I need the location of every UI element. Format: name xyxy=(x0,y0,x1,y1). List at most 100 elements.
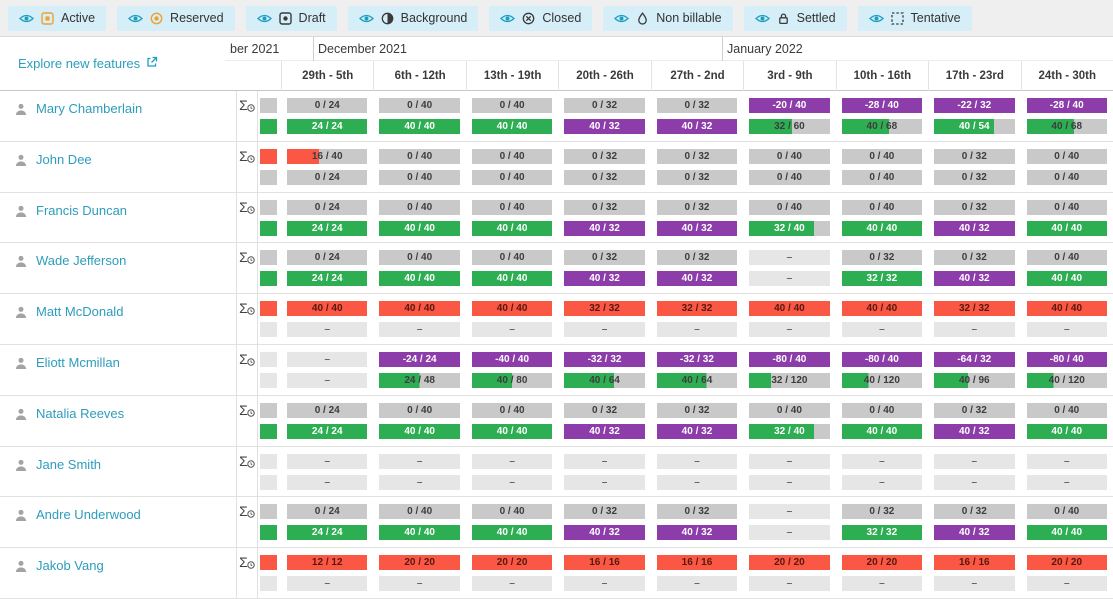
resource-name-link[interactable]: Jakob Vang xyxy=(36,558,104,574)
allocation-bar[interactable]: 32 / 32 xyxy=(656,301,738,317)
allocation-bar[interactable]: 16 / 16 xyxy=(564,555,645,571)
allocation-bar-clipped[interactable] xyxy=(260,474,277,490)
allocation-bar[interactable]: – xyxy=(1026,576,1107,592)
allocation-bar[interactable]: 32 / 32 xyxy=(841,525,923,541)
allocation-bar-clipped[interactable] xyxy=(260,148,277,164)
allocation-bar[interactable]: 0 / 32 xyxy=(934,402,1015,418)
allocation-bar[interactable]: – xyxy=(471,576,553,592)
allocation-bar[interactable]: – xyxy=(1026,322,1107,338)
allocation-bar[interactable]: 0 / 32 xyxy=(841,504,923,520)
allocation-bar[interactable]: 40 / 64 xyxy=(564,372,645,388)
allocation-bar-clipped[interactable] xyxy=(260,169,277,185)
allocation-bar[interactable]: 32 / 60 xyxy=(749,119,830,134)
allocation-bar[interactable]: 0 / 32 xyxy=(841,250,923,266)
allocation-bar[interactable]: 24 / 24 xyxy=(287,220,368,236)
allocation-bar[interactable]: 0 / 40 xyxy=(749,199,830,215)
allocation-bar[interactable]: 0 / 40 xyxy=(471,98,553,113)
allocation-bar[interactable]: 40 / 40 xyxy=(471,220,553,236)
allocation-bar[interactable]: 40 / 40 xyxy=(1026,525,1107,541)
sum-hours-toggle[interactable]: Σ xyxy=(237,91,258,141)
allocation-bar[interactable]: 40 / 32 xyxy=(564,220,645,236)
allocation-bar[interactable]: 0 / 40 xyxy=(841,148,923,164)
allocation-bar[interactable]: – xyxy=(749,453,830,469)
allocation-bar[interactable]: – xyxy=(379,474,460,490)
allocation-bar[interactable]: 40 / 40 xyxy=(841,220,923,236)
allocation-bar[interactable]: 24 / 24 xyxy=(287,119,368,134)
allocation-bar[interactable]: 0 / 32 xyxy=(934,169,1015,185)
allocation-bar[interactable]: 0 / 32 xyxy=(656,402,738,418)
allocation-bar[interactable]: 0 / 40 xyxy=(379,98,460,113)
allocation-bar[interactable]: 0 / 40 xyxy=(471,148,553,164)
allocation-bar[interactable]: 0 / 40 xyxy=(379,402,460,418)
allocation-bar[interactable]: – xyxy=(934,474,1015,490)
sum-hours-toggle[interactable]: Σ xyxy=(237,344,258,395)
allocation-bar[interactable]: – xyxy=(379,322,460,338)
allocation-bar[interactable]: 0 / 40 xyxy=(471,250,553,266)
allocation-bar[interactable]: – xyxy=(749,576,830,592)
allocation-bar[interactable]: 16 / 16 xyxy=(656,555,738,571)
allocation-bar[interactable]: – xyxy=(749,474,830,490)
allocation-bar[interactable]: 40 / 54 xyxy=(934,119,1015,134)
allocation-bar[interactable]: – xyxy=(841,322,923,338)
allocation-bar[interactable]: – xyxy=(287,351,368,367)
allocation-bar[interactable]: 0 / 32 xyxy=(656,199,738,215)
allocation-bar[interactable]: 40 / 40 xyxy=(379,423,460,439)
allocation-bar[interactable]: 0 / 40 xyxy=(379,199,460,215)
allocation-bar[interactable]: 12 / 12 xyxy=(287,555,368,571)
allocation-bar-clipped[interactable] xyxy=(260,351,277,367)
allocation-bar[interactable]: 20 / 20 xyxy=(841,555,923,571)
resource-name-link[interactable]: Andre Underwood xyxy=(36,507,141,523)
allocation-bar[interactable]: 40 / 68 xyxy=(1026,119,1107,134)
filter-chip-non-billable[interactable]: Non billable xyxy=(603,5,733,31)
allocation-bar[interactable]: -28 / 40 xyxy=(1026,98,1107,113)
allocation-bar[interactable]: – xyxy=(471,453,553,469)
allocation-bar[interactable]: 40 / 32 xyxy=(656,271,738,287)
allocation-bar[interactable]: 0 / 40 xyxy=(1026,402,1107,418)
allocation-bar[interactable]: -64 / 32 xyxy=(934,351,1015,367)
allocation-bar[interactable]: 0 / 32 xyxy=(934,148,1015,164)
allocation-bar[interactable]: 0 / 32 xyxy=(934,250,1015,266)
allocation-bar[interactable]: 0 / 32 xyxy=(656,98,738,113)
allocation-bar[interactable]: 24 / 48 xyxy=(379,372,460,388)
allocation-bar[interactable]: 40 / 32 xyxy=(656,525,738,541)
allocation-bar[interactable]: – xyxy=(749,525,830,541)
allocation-bar[interactable]: – xyxy=(287,372,368,388)
allocation-bar[interactable]: – xyxy=(934,576,1015,592)
allocation-bar[interactable]: 0 / 24 xyxy=(287,98,368,113)
allocation-bar-clipped[interactable] xyxy=(260,372,277,388)
allocation-bar[interactable]: 24 / 24 xyxy=(287,271,368,287)
allocation-bar[interactable]: 32 / 32 xyxy=(934,301,1015,317)
allocation-bar[interactable]: 0 / 32 xyxy=(564,169,645,185)
allocation-bar[interactable]: -22 / 32 xyxy=(934,98,1015,113)
allocation-bar[interactable]: – xyxy=(564,322,645,338)
allocation-bar[interactable]: 40 / 64 xyxy=(656,372,738,388)
allocation-bar-clipped[interactable] xyxy=(260,576,277,592)
resource-name-link[interactable]: Mary Chamberlain xyxy=(36,101,143,116)
allocation-bar[interactable]: 40 / 40 xyxy=(471,525,553,541)
allocation-bar[interactable]: -20 / 40 xyxy=(749,98,830,113)
allocation-bar[interactable]: 0 / 24 xyxy=(287,504,368,520)
allocation-bar[interactable]: – xyxy=(287,576,368,592)
allocation-bar[interactable]: 40 / 40 xyxy=(379,119,460,134)
allocation-bar[interactable]: 40 / 32 xyxy=(934,220,1015,236)
sum-hours-toggle[interactable]: Σ xyxy=(237,192,258,243)
allocation-bar[interactable]: 40 / 40 xyxy=(749,301,830,317)
resource-name-link[interactable]: Francis Duncan xyxy=(36,202,128,218)
filter-chip-active[interactable]: Active xyxy=(8,5,107,31)
allocation-bar[interactable]: -80 / 40 xyxy=(841,351,923,367)
filter-chip-reserved[interactable]: Reserved xyxy=(117,5,235,31)
allocation-bar[interactable]: – xyxy=(656,474,738,490)
allocation-bar[interactable]: 0 / 40 xyxy=(379,169,460,185)
allocation-bar[interactable]: -80 / 40 xyxy=(1026,351,1107,367)
allocation-bar[interactable]: 40 / 40 xyxy=(471,301,553,317)
sum-hours-toggle[interactable]: Σ xyxy=(237,395,258,446)
allocation-bar[interactable]: 20 / 20 xyxy=(471,555,553,571)
allocation-bar[interactable]: 40 / 40 xyxy=(1026,271,1107,287)
resource-name-link[interactable]: Wade Jefferson xyxy=(36,253,127,269)
allocation-bar[interactable]: 32 / 40 xyxy=(749,220,830,236)
filter-chip-settled[interactable]: Settled xyxy=(743,5,847,31)
allocation-bar[interactable]: 0 / 40 xyxy=(379,250,460,266)
allocation-bar[interactable]: 0 / 40 xyxy=(471,169,553,185)
allocation-bar[interactable]: 0 / 32 xyxy=(564,148,645,164)
allocation-bar[interactable]: 0 / 40 xyxy=(1026,199,1107,215)
